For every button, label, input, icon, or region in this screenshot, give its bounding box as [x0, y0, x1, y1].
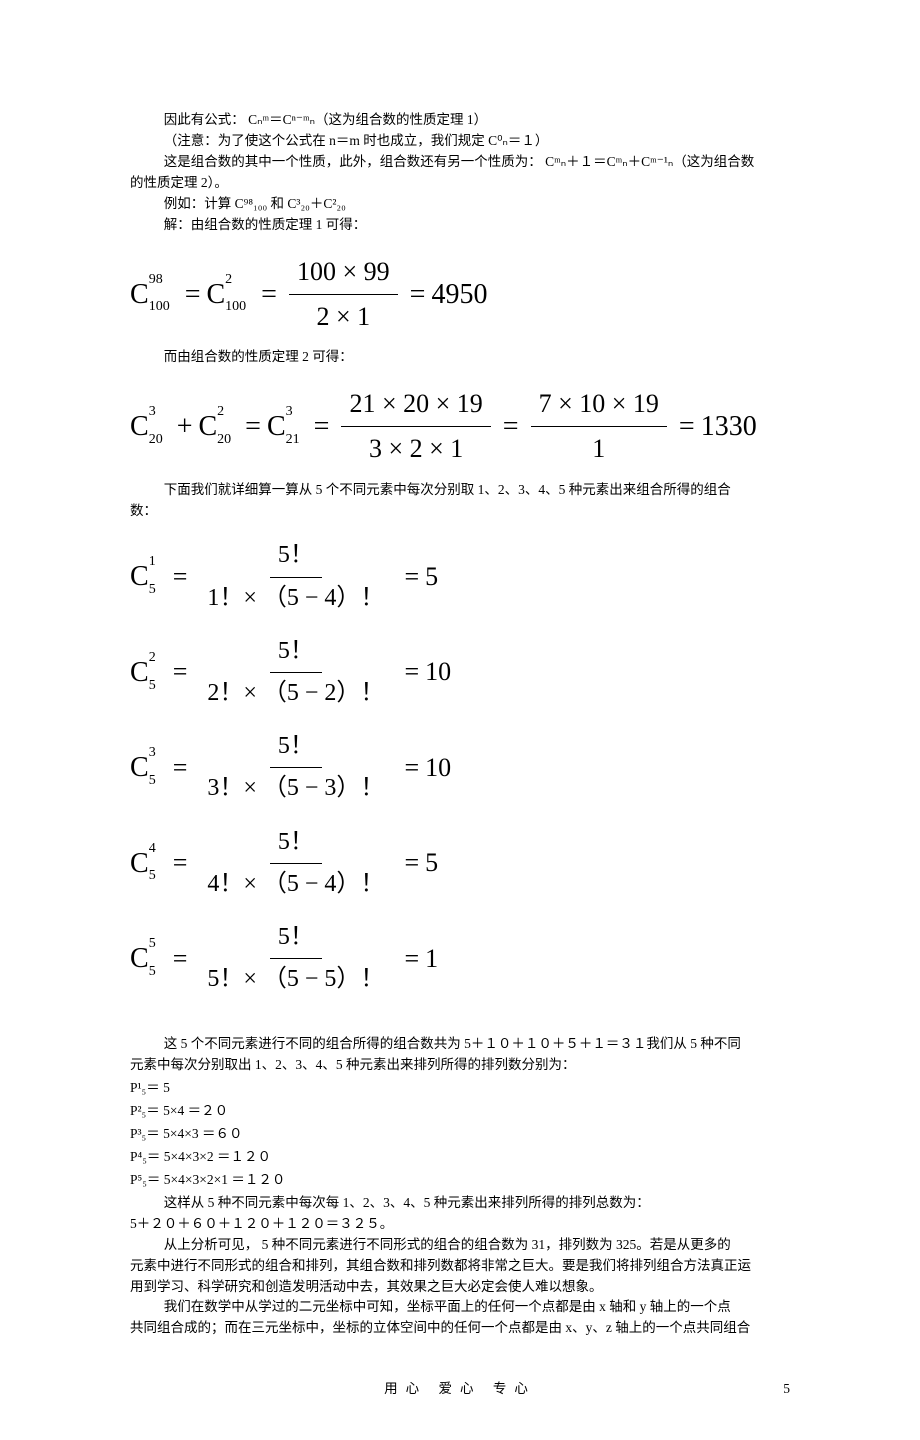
combination-row: C45=5！4！× （5 − 4）！=5 [130, 824, 790, 903]
combination-row: C35=5！3！× （5 − 3）！=10 [130, 728, 790, 807]
p-line: P³₅＝ 5×4×3 ＝６０ [130, 1124, 790, 1145]
formula-1: C98100 = C2100 = 100 × 99 2 × 1 = 4950 [130, 252, 790, 338]
combination-row: C15=5！1！× （5 − 4）！=5 [130, 537, 790, 616]
paragraph: 5＋２０＋６０＋１２０＋１２０＝３２５。 [130, 1214, 790, 1235]
paragraph: 下面我们就详细算一算从 5 个不同元素中每次分别取 1、2、3、4、5 种元素出… [130, 480, 790, 501]
page-number: 5 [783, 1379, 790, 1400]
paragraph: 用到学习、科学研究和创造发明活动中去，其效果之巨大必定会使人难以想象。 [130, 1277, 790, 1298]
footer-motto: 用心 爱心 专心 [384, 1379, 536, 1400]
p-line: P⁵₅＝ 5×4×3×2×1 ＝１２０ [130, 1170, 790, 1191]
paragraph: 元素中进行不同形式的组合和排列，其组合数和排列数都将非常之巨大。要是我们将排列组… [130, 1256, 790, 1277]
p-line: P⁴₅＝ 5×4×3×2 ＝１２０ [130, 1147, 790, 1168]
paragraph: 解：由组合数的性质定理 1 可得： [130, 215, 790, 236]
paragraph: 从上分析可见， 5 种不同元素进行不同形式的组合的组合数为 31，排列数为 32… [130, 1235, 790, 1256]
document-page: 因此有公式： Cₙᵐ＝Cⁿ⁻ᵐₙ（这为组合数的性质定理 1） （注意：为了使这个… [0, 0, 920, 1440]
paragraph: 的性质定理 2）。 [130, 173, 790, 194]
combination-row: C25=5！2！× （5 − 2）！=10 [130, 633, 790, 712]
paragraph: （注意：为了使这个公式在 n＝m 时也成立，我们规定 C⁰ₙ＝１） [130, 131, 790, 152]
p-line: P¹₅＝ 5 [130, 1078, 790, 1099]
formula-2: C320 + C220 = C321 = 21 × 20 × 19 3 × 2 … [130, 384, 790, 470]
paragraph: 这样从 5 种不同元素中每次每 1、2、3、4、5 种元素出来排列所得的排列总数… [130, 1193, 790, 1214]
paragraph: 因此有公式： Cₙᵐ＝Cⁿ⁻ᵐₙ（这为组合数的性质定理 1） [130, 110, 790, 131]
paragraph: 共同组合成的；而在三元坐标中，坐标的立体空间中的任何一个点都是由 x、y、z 轴… [130, 1318, 790, 1339]
combination-formulas: C15=5！1！× （5 − 4）！=5 C25=5！2！× （5 − 2）！=1… [130, 537, 790, 998]
p-line: P²₅＝ 5×4 ＝２０ [130, 1101, 790, 1122]
paragraph: 元素中每次分别取出 1、2、3、4、5 种元素出来排列所得的排列数分别为： [130, 1055, 790, 1076]
paragraph: 这是组合数的其中一个性质，此外，组合数还有另一个性质为： Cᵐₙ＋１＝Cᵐₙ＋C… [130, 152, 790, 173]
page-footer: 用心 爱心 专心 5 [130, 1379, 790, 1400]
paragraph: 而由组合数的性质定理 2 可得： [130, 347, 790, 368]
paragraph: 数： [130, 501, 790, 522]
paragraph: 这 5 个不同元素进行不同的组合所得的组合数共为 5＋１０＋１０＋５＋１＝３１我… [130, 1034, 790, 1055]
combination-row: C55=5！5！× （5 − 5）！=1 [130, 919, 790, 998]
paragraph: 例如：计算 C⁹⁸₁₀₀ 和 C³₂₀＋C²₂₀ [130, 194, 790, 215]
paragraph: 我们在数学中从学过的二元坐标中可知，坐标平面上的任何一个点都是由 x 轴和 y … [130, 1297, 790, 1318]
